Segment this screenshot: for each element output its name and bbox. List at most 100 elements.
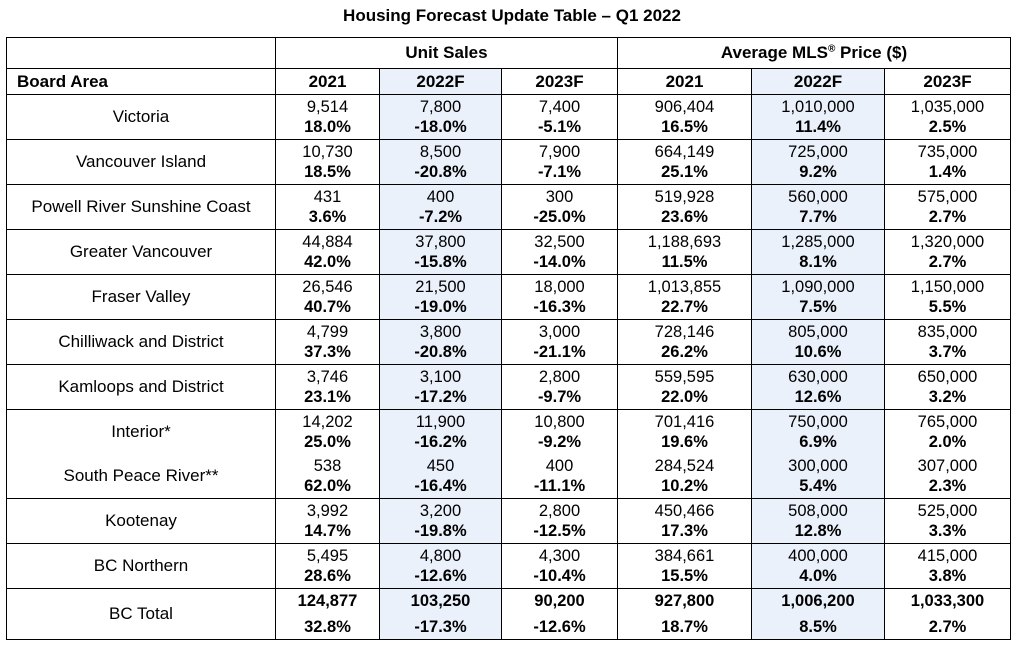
value-text: 701,416 [654,413,715,431]
value-cell: 9,514 18.0% [275,94,380,140]
value-text: 26,546 [302,278,353,296]
board-area-cell: Kamloops and District [6,364,276,410]
percent-change-text: 3.2% [928,388,967,406]
percent-change-text: -12.6% [533,618,586,636]
column-header-sales-2021: 2021 [275,68,380,95]
value-cell: 1,010,000 11.4% [751,94,885,140]
value-cell: 431 3.6% [275,184,380,230]
value-cell: 1,006,200 8.5% [751,588,885,640]
value-cell: 650,000 3.2% [884,364,1011,410]
percent-change-text: 32.8% [304,618,351,636]
column-header-sales-2022f: 2022F [379,68,502,95]
percent-change-text: 22.0% [661,388,708,406]
value-text: 1,013,855 [647,278,722,296]
board-area-cell: Kootenay [6,498,276,544]
value-text: 44,884 [302,233,353,251]
value-text: 431 [313,188,342,206]
table-row: BC Total 124,877 32.8% 103,250 -17.3% 90,200 -… [6,588,1011,640]
value-cell: 90,200 -12.6% [501,588,618,640]
column-header-row: Board Area 2021 2022F 2023F 2021 2022F 2023F [6,68,1011,95]
percent-change-text: 5.5% [928,298,967,316]
table-row: BC Northern 5,495 28.6% 4,800 -12.6% 4,300 -10… [6,543,1011,589]
percent-change-text: 8.1% [799,253,837,271]
value-text: 450 [426,457,455,475]
percent-change-text: 22.7% [661,298,708,316]
value-text: 5,495 [306,547,349,565]
percent-change-text: -18.0% [414,118,467,136]
value-text: 765,000 [917,413,978,431]
value-cell: 725,000 9.2% [751,139,885,185]
percent-change-text: -12.6% [414,567,467,585]
percent-change-text: 2.7% [928,618,967,636]
percent-change-text: -16.2% [414,433,467,451]
value-cell: 525,000 3.3% [884,498,1011,544]
value-text: 90,200 [534,592,585,610]
value-cell: 7,900 -7.1% [501,139,618,185]
table-row: Victoria 9,514 18.0% 7,800 -18.0% 7,400 -5.1% 9… [6,94,1011,140]
value-text: 728,146 [654,323,715,341]
percent-change-text: 5.4% [799,477,837,495]
value-text: 3,746 [306,368,349,386]
value-text: 927,800 [654,592,715,610]
board-area-cell: Fraser Valley [6,274,276,320]
value-text: 519,928 [654,188,715,206]
value-text: 4,799 [306,323,349,341]
value-text: 835,000 [917,323,978,341]
value-cell: 735,000 1.4% [884,139,1011,185]
percent-change-text: -7.1% [537,163,582,181]
value-cell: 664,149 25.1% [617,139,752,185]
value-text: 1,090,000 [781,278,855,296]
percent-change-text: 9.2% [799,163,837,181]
table-row: Fraser Valley 26,546 40.7% 21,500 -19.0% 18,0… [6,274,1011,320]
value-cell: 10,800 -9.2% [501,409,618,454]
value-cell: 1,035,000 2.5% [884,94,1011,140]
percent-change-text: 2.5% [928,118,967,136]
value-text: 2,800 [538,368,581,386]
value-text: 7,400 [538,98,581,116]
percent-change-text: 40.7% [304,298,351,316]
value-cell: 21,500 -19.0% [379,274,502,320]
value-cell: 1,013,855 22.7% [617,274,752,320]
value-text: 508,000 [788,502,848,520]
unit-sales-label: Unit Sales [405,43,488,62]
percent-change-text: 10.2% [661,477,708,495]
table-row: Kamloops and District 3,746 23.1% 3,100 -17.… [6,364,1011,410]
value-cell: 400 -11.1% [501,454,618,499]
board-area-cell: BC Northern [6,543,276,589]
percent-change-text: -16.4% [414,477,467,495]
board-area-cell: Victoria [6,94,276,140]
percent-change-text: 16.5% [661,118,708,136]
value-text: 400 [426,188,455,206]
value-text: 415,000 [917,547,978,565]
percent-change-text: 18.7% [661,618,708,636]
value-text: 124,877 [297,592,358,610]
percent-change-text: 2.0% [928,433,967,451]
value-cell: 124,877 32.8% [275,588,380,640]
value-text: 1,035,000 [910,98,985,116]
percent-change-text: 11.4% [795,118,841,136]
percent-change-text: 14.7% [304,522,351,540]
percent-change-text: 25.1% [661,163,708,181]
table-row: Kootenay 3,992 14.7% 3,200 -19.8% 2,800 -12.5%… [6,498,1011,544]
value-text: 906,404 [654,98,715,116]
value-text: 450,466 [654,502,715,520]
table-title: Housing Forecast Update Table – Q1 2022 [343,6,681,25]
percent-change-text: 2.7% [928,253,967,271]
percent-change-text: -17.3% [414,618,467,636]
value-text: 630,000 [788,368,848,386]
value-cell: 1,033,300 2.7% [884,588,1011,640]
value-cell: 1,188,693 11.5% [617,229,752,275]
percent-change-text: -21.1% [533,343,586,361]
percent-change-text: -16.3% [533,298,586,316]
value-cell: 400 -7.2% [379,184,502,230]
percent-change-text: 42.0% [304,253,351,271]
unit-sales-group-header: Unit Sales [275,37,618,69]
value-text: 1,320,000 [910,233,985,251]
value-text: 384,661 [654,547,715,565]
value-text: 32,500 [534,233,585,251]
value-text: 650,000 [917,368,978,386]
value-text: 400,000 [788,547,848,565]
value-cell: 103,250 -17.3% [379,588,502,640]
value-cell: 575,000 2.7% [884,184,1011,230]
